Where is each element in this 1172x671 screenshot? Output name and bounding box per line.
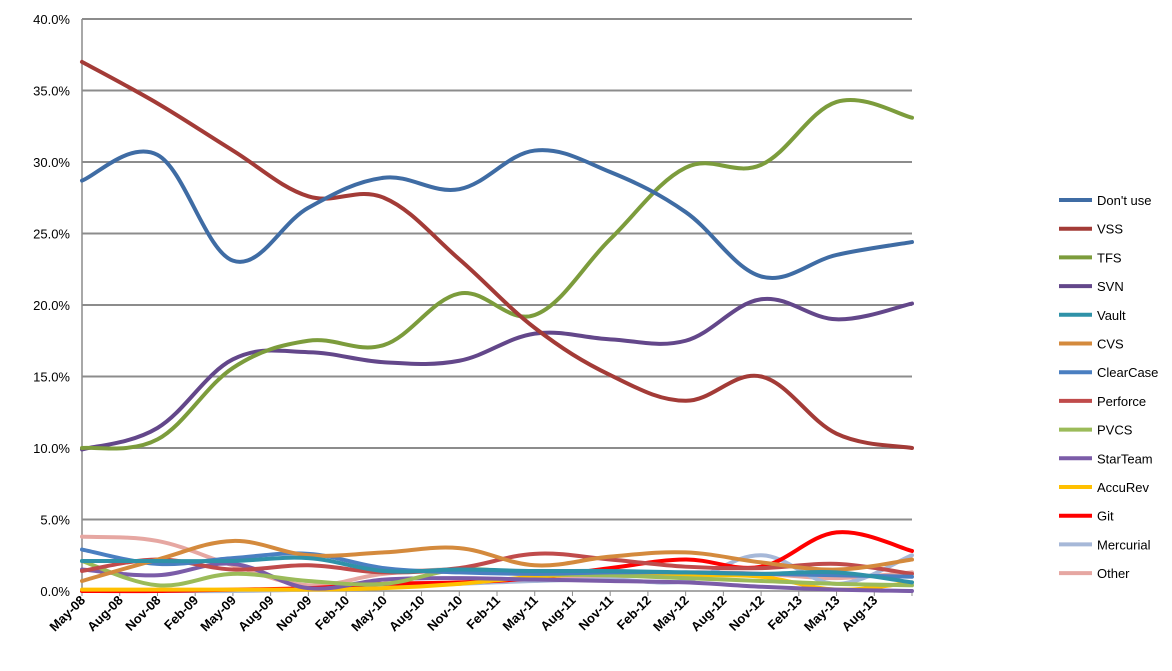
- x-tick-label: Aug-09: [235, 593, 277, 635]
- legend-label-accurev: AccuRev: [1097, 480, 1150, 495]
- x-tick-label: May-09: [197, 593, 239, 635]
- x-tick-label: May-10: [348, 593, 390, 635]
- series-line-tfs: [80, 98, 914, 451]
- y-tick-label: 10.0%: [33, 441, 70, 456]
- y-tick-label: 0.0%: [40, 584, 70, 599]
- series-line-starteam: [80, 561, 914, 593]
- x-tick-label: Nov-11: [576, 593, 617, 634]
- x-axis-ticks: May-08Aug-08Nov-08Feb-09May-09Aug-09Nov-…: [46, 593, 880, 635]
- y-axis-ticks: 0.0% 5.0% 10.0% 15.0% 20.0% 25.0% 30.0% 35.0% 40…: [33, 12, 70, 599]
- legend-label-other: Other: [1097, 566, 1130, 581]
- x-tick-label: Aug-10: [386, 593, 428, 635]
- x-tick-label: Feb-13: [765, 593, 805, 633]
- x-tick-label: Nov-12: [726, 593, 767, 634]
- legend-label-starteam: StarTeam: [1097, 451, 1153, 466]
- y-tick-label: 25.0%: [33, 227, 70, 242]
- legend-label-pvcs: PVCS: [1097, 423, 1133, 438]
- y-tick-label: 40.0%: [33, 12, 70, 27]
- legend-label-git: Git: [1097, 509, 1114, 524]
- y-tick-label: 35.0%: [33, 84, 70, 99]
- legend-label-vault: Vault: [1097, 308, 1126, 323]
- legend-label-tfs: TFS: [1097, 250, 1122, 265]
- x-tick-label: Nov-08: [122, 593, 163, 634]
- legend: Don't use VSS TFS SVN Vault CVS ClearCase Perfo…: [1059, 193, 1158, 581]
- legend-label-mercurial: Mercurial: [1097, 537, 1151, 552]
- x-tick-label: Feb-11: [463, 593, 503, 633]
- legend-label-clearcase: ClearCase: [1097, 365, 1158, 380]
- series-line-svn: [80, 296, 914, 452]
- x-tick-label: Aug-08: [84, 593, 126, 635]
- x-tick-label: Aug-13: [839, 593, 881, 635]
- y-tick-label: 5.0%: [40, 513, 70, 528]
- x-tick-label: May-11: [500, 593, 541, 634]
- legend-label-vss: VSS: [1097, 222, 1123, 237]
- x-tick-label: Nov-10: [424, 593, 465, 634]
- legend-label-perforce: Perforce: [1097, 394, 1146, 409]
- series-line-vault: [80, 555, 914, 585]
- x-tick-label: Feb-10: [312, 593, 352, 633]
- series-lines: [80, 59, 914, 594]
- series-line-don-t-use: [80, 148, 914, 280]
- series-line-perforce: [80, 551, 914, 576]
- y-tick-label: 15.0%: [33, 370, 70, 385]
- x-tick-label: May-13: [801, 593, 843, 635]
- x-tick-label: Aug-12: [688, 593, 730, 635]
- x-tick-label: Nov-09: [273, 593, 314, 634]
- x-tick-label: Aug-11: [537, 593, 578, 634]
- x-tick-label: Feb-09: [161, 593, 201, 633]
- legend-label-cvs: CVS: [1097, 337, 1124, 352]
- y-tick-label: 30.0%: [33, 155, 70, 170]
- legend-label-svn: SVN: [1097, 279, 1124, 294]
- x-tick-label: May-12: [650, 593, 692, 635]
- y-tick-label: 20.0%: [33, 298, 70, 313]
- legend-label-don-t-use: Don't use: [1097, 193, 1152, 208]
- series-line-vss: [80, 59, 914, 450]
- series-line-cvs: [80, 538, 914, 583]
- x-tick-label: Feb-12: [614, 593, 654, 633]
